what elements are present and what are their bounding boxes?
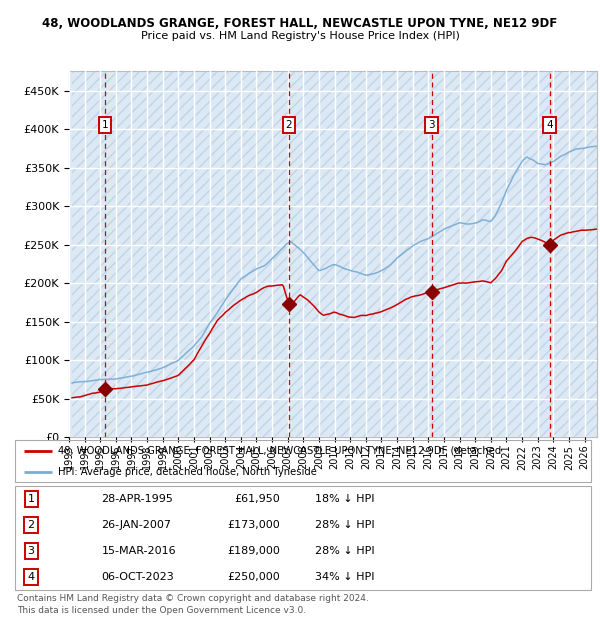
Text: £250,000: £250,000 [227, 572, 280, 582]
Text: 34% ↓ HPI: 34% ↓ HPI [314, 572, 374, 582]
Text: HPI: Average price, detached house, North Tyneside: HPI: Average price, detached house, Nort… [58, 467, 317, 477]
Text: This data is licensed under the Open Government Licence v3.0.: This data is licensed under the Open Gov… [17, 606, 306, 616]
Text: 3: 3 [428, 120, 435, 130]
Text: 4: 4 [546, 120, 553, 130]
Text: 26-JAN-2007: 26-JAN-2007 [101, 520, 172, 530]
Text: 28% ↓ HPI: 28% ↓ HPI [314, 546, 374, 556]
Text: 2: 2 [286, 120, 292, 130]
Text: 28% ↓ HPI: 28% ↓ HPI [314, 520, 374, 530]
Text: Price paid vs. HM Land Registry's House Price Index (HPI): Price paid vs. HM Land Registry's House … [140, 31, 460, 41]
Text: 3: 3 [28, 546, 35, 556]
Text: 2: 2 [28, 520, 35, 530]
Text: 06-OCT-2023: 06-OCT-2023 [101, 572, 174, 582]
Text: £61,950: £61,950 [234, 494, 280, 504]
Text: 1: 1 [28, 494, 35, 504]
Text: 48, WOODLANDS GRANGE, FOREST HALL, NEWCASTLE UPON TYNE, NE12 9DF: 48, WOODLANDS GRANGE, FOREST HALL, NEWCA… [43, 17, 557, 30]
Text: 18% ↓ HPI: 18% ↓ HPI [314, 494, 374, 504]
Text: 28-APR-1995: 28-APR-1995 [101, 494, 173, 504]
Text: 15-MAR-2016: 15-MAR-2016 [101, 546, 176, 556]
Text: £189,000: £189,000 [227, 546, 280, 556]
Text: 48, WOODLANDS GRANGE, FOREST HALL, NEWCASTLE UPON TYNE, NE12 9DF (detached: 48, WOODLANDS GRANGE, FOREST HALL, NEWCA… [58, 446, 502, 456]
Text: 4: 4 [28, 572, 35, 582]
Text: £173,000: £173,000 [227, 520, 280, 530]
Text: Contains HM Land Registry data © Crown copyright and database right 2024.: Contains HM Land Registry data © Crown c… [17, 594, 368, 603]
Text: 1: 1 [102, 120, 109, 130]
